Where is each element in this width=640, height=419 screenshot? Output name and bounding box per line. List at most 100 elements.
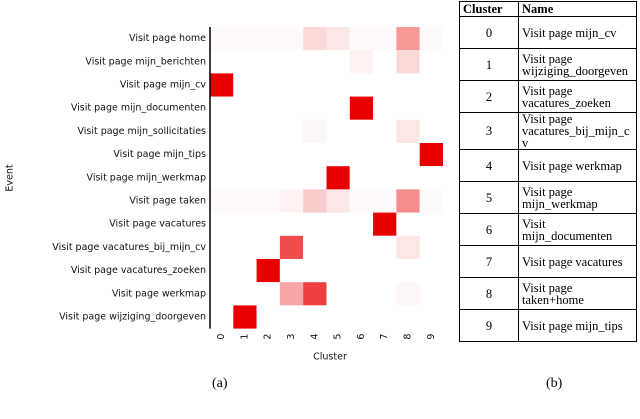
- heat-cell: [233, 189, 257, 213]
- heat-cell: [210, 282, 234, 306]
- heat-cell: [303, 212, 327, 236]
- heat-cell: [373, 73, 397, 97]
- y-tick-label: Visit page taken: [129, 196, 206, 207]
- heat-cell: [279, 259, 304, 283]
- heat-cell: [303, 235, 327, 259]
- heat-cell: [349, 96, 374, 120]
- heat-cell: [419, 235, 443, 259]
- heat-cell: [256, 119, 280, 143]
- heat-cell: [210, 96, 234, 120]
- table-cell: 7: [459, 245, 519, 278]
- heat-cell: [233, 27, 257, 51]
- heat-cell: [279, 212, 304, 236]
- heat-cell: [326, 212, 350, 236]
- heat-cell: [303, 166, 327, 190]
- y-tick-label: Visit page vacatures_zoeken: [71, 265, 206, 276]
- table-cell: 1: [459, 48, 519, 81]
- table-cell: 9: [459, 309, 519, 342]
- x-tick-label: 4: [309, 334, 320, 340]
- heat-cell: [303, 96, 327, 120]
- table-row: 7 Visit page vacatures: [459, 245, 637, 278]
- heat-cell: [210, 119, 234, 143]
- table-row: 0 Visit page mijn_cv: [459, 16, 637, 49]
- table-cell: Visit page vacatures: [518, 245, 637, 278]
- heat-cell: [326, 50, 350, 74]
- heat-cell: [233, 235, 257, 259]
- heat-cell: [326, 259, 350, 283]
- heat-cell: [233, 119, 257, 143]
- heat-cell: [210, 212, 234, 236]
- heat-cell: [279, 189, 304, 213]
- heat-cell: [419, 212, 443, 236]
- table-cell: Visit page werkmap: [518, 149, 637, 182]
- heat-cell: [373, 119, 397, 143]
- heat-cell: [396, 96, 420, 120]
- heat-cell: [303, 189, 327, 213]
- heat-cell: [349, 189, 374, 213]
- heat-cell: [303, 50, 327, 74]
- heat-cell: [349, 166, 374, 190]
- heat-cell: [419, 305, 443, 329]
- heat-cell: [349, 305, 374, 329]
- y-tick-label: Visit page mijn_cv: [120, 80, 207, 91]
- heat-cell: [303, 119, 327, 143]
- heat-cell: [396, 27, 420, 51]
- heat-cell: [419, 166, 443, 190]
- heat-cell: [419, 96, 443, 120]
- heat-cell: [279, 119, 304, 143]
- heat-cell: [396, 50, 420, 74]
- y-tick-label: Visit page vacatures: [109, 219, 206, 230]
- heat-cell: [396, 235, 420, 259]
- heat-cell: [326, 119, 350, 143]
- heat-cell: [326, 189, 350, 213]
- heat-cell: [233, 259, 257, 283]
- heat-cell: [396, 189, 420, 213]
- heat-cell: [256, 189, 280, 213]
- y-tick-label: Visit page werkmap: [112, 288, 206, 299]
- heat-cell: [373, 27, 397, 51]
- heat-cell: [326, 166, 350, 190]
- heat-cell: [279, 166, 304, 190]
- x-axis-label: Cluster: [313, 352, 347, 363]
- heat-cell: [326, 305, 350, 329]
- heat-cell: [373, 96, 397, 120]
- heat-cell: [303, 27, 327, 51]
- heat-cell: [233, 96, 257, 120]
- table-row: 1 Visit page wijziging_doorgeven: [459, 48, 637, 81]
- heat-cell: [396, 166, 420, 190]
- heat-cell: [326, 27, 350, 51]
- heat-cell: [396, 282, 420, 306]
- heat-cell: [303, 305, 327, 329]
- heat-cell: [419, 259, 443, 283]
- heat-cell: [256, 96, 280, 120]
- heat-cell: [419, 143, 443, 167]
- table-cell: 5: [459, 181, 519, 214]
- heat-cell: [373, 166, 397, 190]
- heat-cell: [303, 73, 327, 97]
- table-cell: Visit page vacatures_zoeken: [518, 80, 637, 113]
- heat-cell: [373, 189, 397, 213]
- table-cell: 4: [459, 149, 519, 182]
- y-tick-label: Visit page vacatures_bij_mijn_cv: [52, 242, 206, 253]
- table-cell: 6: [459, 213, 519, 246]
- heat-cell: [349, 282, 374, 306]
- heat-cell: [233, 282, 257, 306]
- heat-cell: [279, 27, 304, 51]
- heat-cell: [326, 235, 350, 259]
- heat-cell: [233, 143, 257, 167]
- heat-cell: [233, 212, 257, 236]
- heat-cell: [349, 119, 374, 143]
- y-axis-label: Event: [5, 164, 16, 191]
- table-cell: Visit page taken+home: [518, 277, 637, 310]
- heat-cell: [256, 305, 280, 329]
- heat-cell: [256, 259, 280, 283]
- heat-cell: [349, 212, 374, 236]
- heat-cell: [233, 166, 257, 190]
- heat-cell: [349, 143, 374, 167]
- x-tick-label: 1: [239, 334, 250, 340]
- caption-b: (b): [546, 376, 563, 391]
- heat-cell: [233, 305, 257, 329]
- heat-cell: [256, 212, 280, 236]
- heat-cell: [256, 282, 280, 306]
